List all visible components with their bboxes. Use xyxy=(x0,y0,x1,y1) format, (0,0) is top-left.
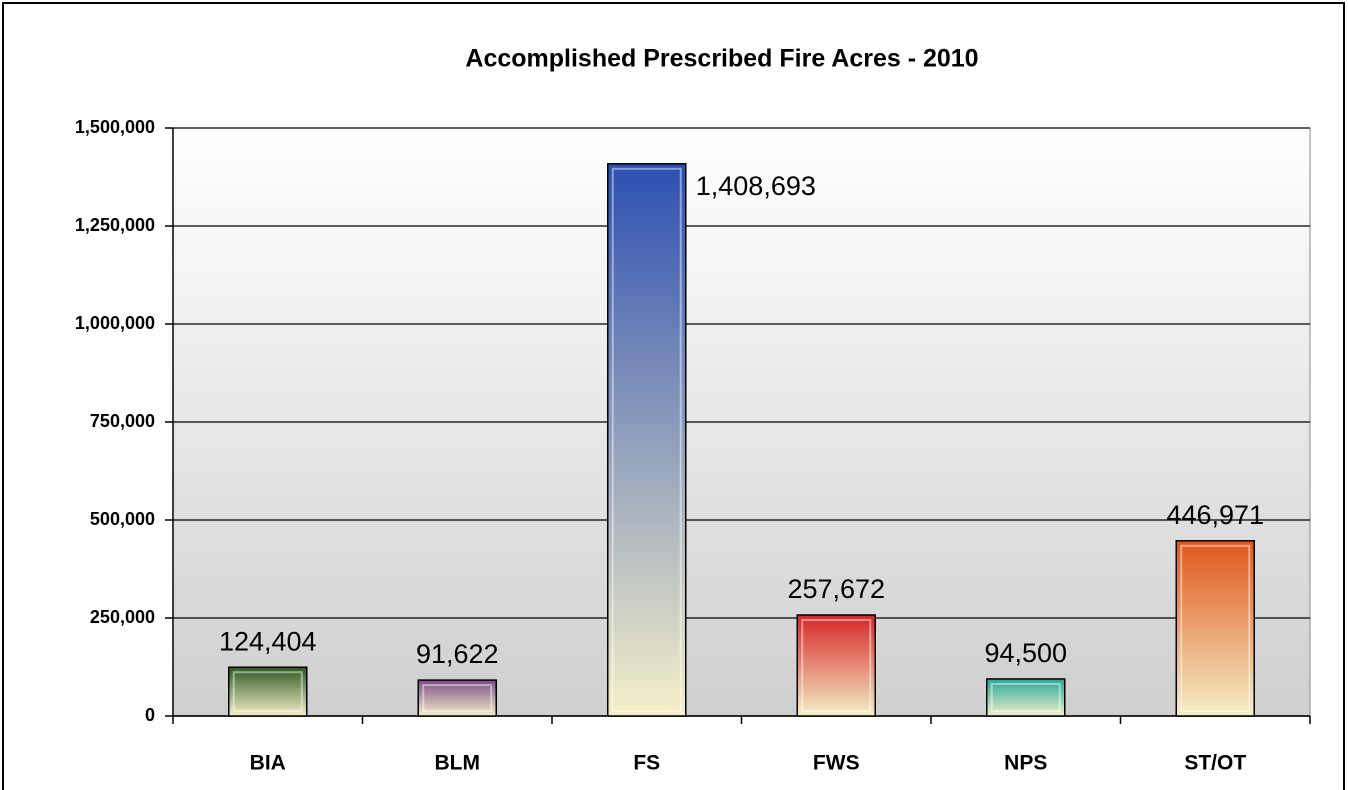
y-tick-label: 1,500,000 xyxy=(75,117,155,137)
y-tick-label: 500,000 xyxy=(90,509,155,529)
value-label: 257,672 xyxy=(787,574,885,604)
bar-bevel xyxy=(1180,544,1251,712)
y-tick-label: 0 xyxy=(145,705,155,725)
bar-bevel xyxy=(990,682,1061,712)
y-tick-label: 250,000 xyxy=(90,607,155,627)
bar xyxy=(796,614,876,717)
y-tick-label: 1,000,000 xyxy=(75,313,155,333)
bar xyxy=(417,679,497,717)
bar xyxy=(228,666,308,717)
x-tick-label: NPS xyxy=(1004,752,1047,775)
y-tick-label: 750,000 xyxy=(90,411,155,431)
value-label: 446,971 xyxy=(1166,500,1264,530)
x-tick-label: FWS xyxy=(813,752,860,775)
x-tick-label: BLM xyxy=(435,752,481,775)
chart-title: Accomplished Prescribed Fire Acres - 201… xyxy=(465,45,978,73)
bar xyxy=(607,163,687,717)
x-tick-label: BIA xyxy=(250,752,286,775)
bar xyxy=(986,678,1066,717)
value-label: 91,622 xyxy=(416,639,499,669)
bar-bevel xyxy=(611,167,682,712)
x-tick-label: FS xyxy=(633,752,660,775)
x-tick-label: ST/OT xyxy=(1184,752,1246,775)
value-label: 94,500 xyxy=(984,638,1067,668)
value-label: 1,408,693 xyxy=(696,171,816,201)
bar-bevel xyxy=(422,684,493,712)
bar xyxy=(1175,540,1255,717)
bar-bevel xyxy=(801,618,872,712)
y-tick-label: 1,250,000 xyxy=(75,215,155,235)
value-label: 124,404 xyxy=(219,626,317,656)
bar-bevel xyxy=(232,671,303,713)
